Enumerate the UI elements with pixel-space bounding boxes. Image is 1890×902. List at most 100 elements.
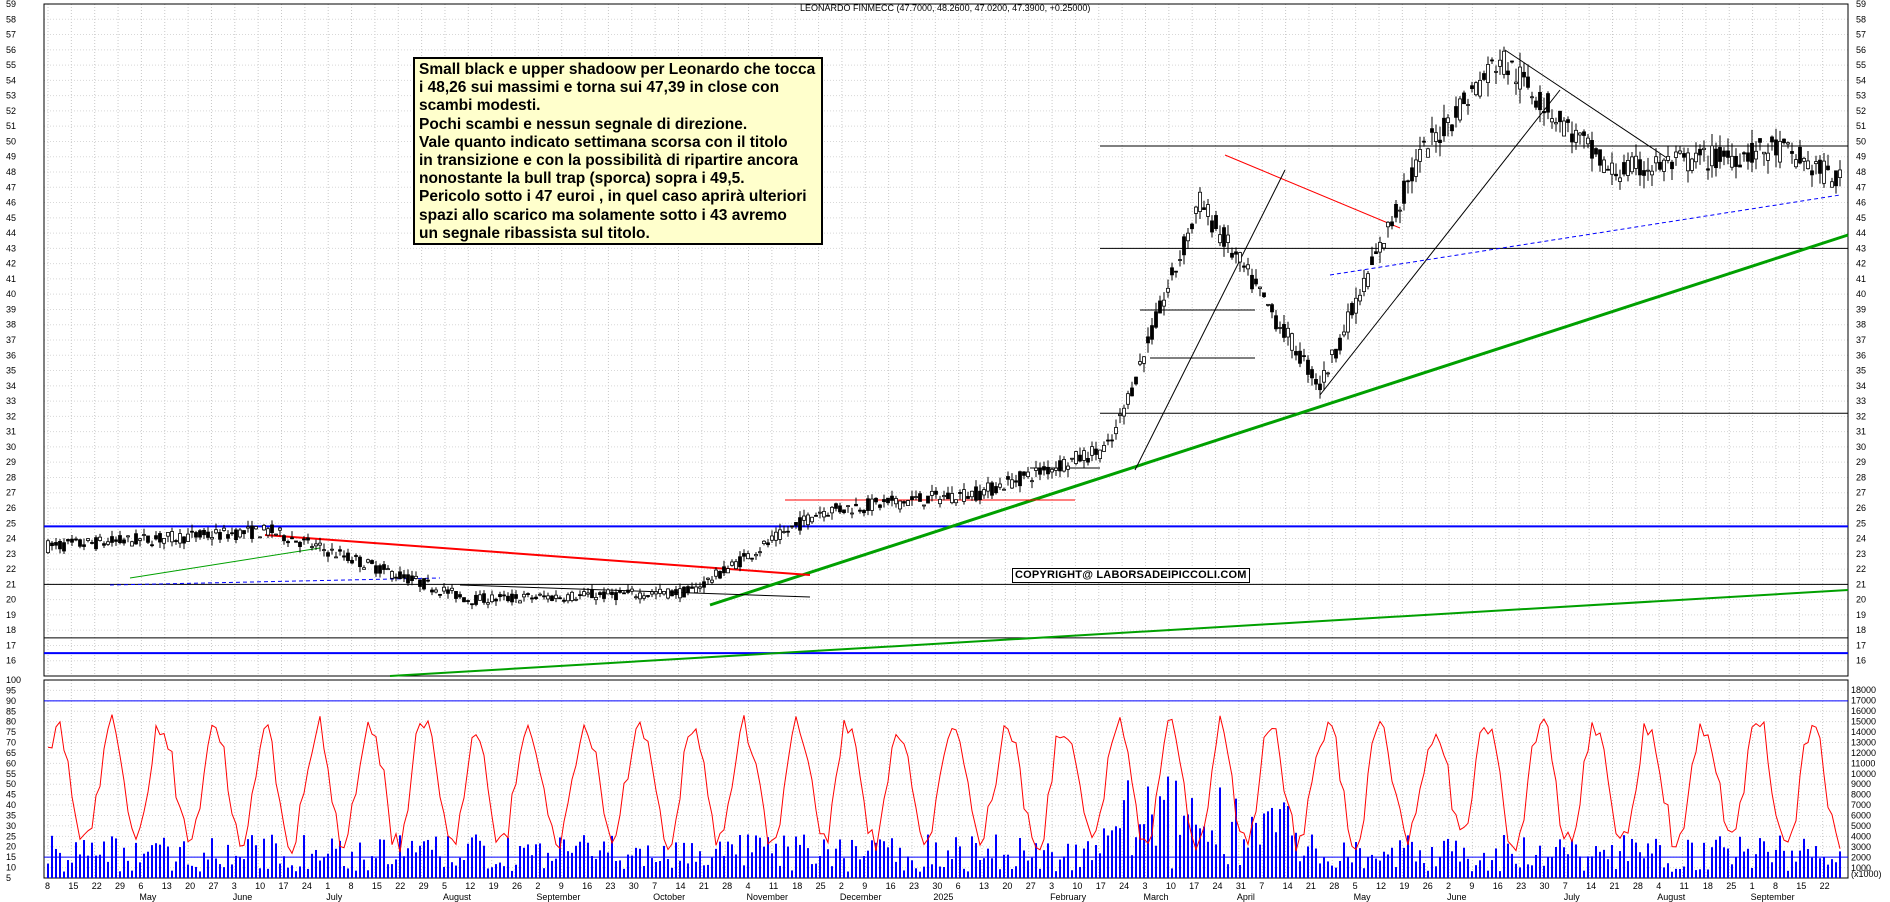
candle-body <box>1106 439 1110 442</box>
x-tick-label: 17 <box>1096 881 1106 891</box>
candle-body <box>806 514 810 526</box>
candle-body <box>378 565 382 574</box>
candle-body <box>1494 70 1498 73</box>
candle-body <box>862 509 866 514</box>
x-tick-label: 30 <box>932 881 942 891</box>
candle-body <box>866 498 870 511</box>
x-tick-label: 2 <box>839 881 844 891</box>
candle-body <box>1730 155 1734 168</box>
candle-body <box>682 586 686 598</box>
candle-body <box>898 500 902 510</box>
candle-body <box>570 591 574 601</box>
x-tick-label: 22 <box>395 881 405 891</box>
candle-body <box>1714 148 1718 169</box>
candle-body <box>1462 92 1466 105</box>
x-tick-label: 30 <box>629 881 639 891</box>
candle-body <box>1646 169 1650 172</box>
candle-body <box>1050 468 1054 473</box>
y-tick-label-left: 65 <box>6 748 16 758</box>
candle-body <box>662 591 666 595</box>
candle-body <box>1250 274 1254 290</box>
y-tick-label-right: 51 <box>1856 121 1866 131</box>
candle-body <box>426 579 430 582</box>
x-tick-label: 3 <box>232 881 237 891</box>
candle-body <box>1746 152 1750 162</box>
x-tick-label: 19 <box>1399 881 1409 891</box>
candle-body <box>1666 155 1670 161</box>
y-tick-label-left: 25 <box>6 831 16 841</box>
candle-body <box>218 532 222 540</box>
y-tick-label-left: 54 <box>6 75 16 85</box>
candle-body <box>274 533 278 536</box>
candle-body <box>1150 325 1154 340</box>
x-tick-label: 12 <box>1376 881 1386 891</box>
candle-body <box>650 591 654 595</box>
x-tick-label: 2 <box>535 881 540 891</box>
y-tick-label-left: 19 <box>6 610 16 620</box>
candle-body <box>1418 149 1422 162</box>
candle-body <box>722 566 726 574</box>
y-tick-label-left: 30 <box>6 821 16 831</box>
candle-body <box>294 540 298 543</box>
y-tick-label-left: 48 <box>6 167 16 177</box>
candle-body <box>534 596 538 600</box>
x-tick-label: 22 <box>1820 881 1830 891</box>
x-tick-label: 4 <box>746 881 751 891</box>
candle-body <box>70 538 74 543</box>
candle-body <box>90 542 94 544</box>
candle-body <box>890 495 894 501</box>
copyright-label: COPYRIGHT@ LABORSADEIPICCOLI.COM <box>1012 568 1250 583</box>
candle-body <box>86 538 90 541</box>
candle-body <box>234 529 238 541</box>
y-tick-label-right: 42 <box>1856 259 1866 269</box>
candle-body <box>1170 267 1174 276</box>
y-tick-label-left: 15 <box>6 852 16 862</box>
candle-body <box>766 542 770 546</box>
candle-body <box>826 514 830 517</box>
x-tick-label: 3 <box>1142 881 1147 891</box>
y-tick-label-right: 39 <box>1856 304 1866 314</box>
candle-body <box>330 548 334 551</box>
x-tick-label: 6 <box>956 881 961 891</box>
candle-body <box>118 535 122 544</box>
candle-body <box>1386 221 1390 228</box>
candle-body <box>1550 118 1554 123</box>
x-tick-label: 27 <box>1026 881 1036 891</box>
y-tick-label-left: 55 <box>6 60 16 70</box>
candle-body <box>382 564 386 570</box>
candle-body <box>510 593 514 603</box>
candle-body <box>1062 459 1066 472</box>
y-tick-label-right: 13000 <box>1851 737 1876 747</box>
candle-body <box>1382 243 1386 249</box>
y-tick-label-right: 16 <box>1856 656 1866 666</box>
candle-body <box>1298 350 1302 364</box>
x-tick-label: 9 <box>862 881 867 891</box>
x-tick-label: 8 <box>45 881 50 891</box>
candle-body <box>794 522 798 526</box>
candle-body <box>946 492 950 500</box>
candle-body <box>198 530 202 538</box>
candle-body <box>254 526 258 530</box>
x-tick-label: 25 <box>1726 881 1736 891</box>
candle-body <box>438 593 442 596</box>
candle-body <box>638 592 642 600</box>
candle-body <box>830 506 834 514</box>
x-tick-label: 6 <box>138 881 143 891</box>
candle-body <box>1134 376 1138 385</box>
candle-body <box>334 556 338 559</box>
x-tick-label: 17 <box>1189 881 1199 891</box>
candle-body <box>366 559 370 563</box>
y-tick-label-right: 23 <box>1856 549 1866 559</box>
resistance-line <box>1224 154 1401 229</box>
y-tick-label-right: 32 <box>1856 411 1866 421</box>
minor-trendline <box>129 547 321 579</box>
y-tick-label-right: 17 <box>1856 640 1866 650</box>
candle-body <box>1742 152 1746 155</box>
candle-body <box>1538 91 1542 111</box>
y-tick-label-right: 17000 <box>1851 695 1876 705</box>
y-tick-label-left: 70 <box>6 738 16 748</box>
candle-body <box>674 589 678 596</box>
candle-body <box>746 553 750 560</box>
candle-body <box>1510 60 1514 63</box>
candle-body <box>74 538 78 541</box>
